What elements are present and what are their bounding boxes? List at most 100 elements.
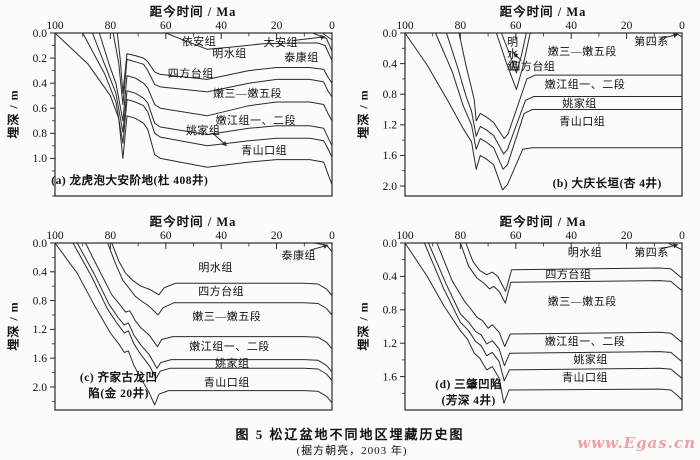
y-tick-label: 0.0 (383, 28, 398, 40)
pointer-arrowhead (673, 243, 678, 249)
x-tick-label: 100 (396, 230, 414, 242)
panel-c: 距今时间 / Ma 埋深 / m 100 80 60 40 20 0 0.0 0.4 0.8 1.… (0, 210, 350, 420)
x-axis-title: 距今时间 / Ma (499, 215, 587, 229)
curve-base-yaojia (435, 32, 682, 170)
x-tick-label: 20 (271, 230, 283, 242)
x-axis-title: 距今时间 / Ma (149, 5, 237, 19)
plot-area-d: 100 80 60 40 20 0 0.0 0.4 0.8 1.2 1.6 (383, 230, 685, 411)
y-tick-label: 2.0 (33, 382, 48, 394)
y-tick-label: 1.2 (383, 338, 398, 350)
x-tick-label: 60 (160, 230, 172, 242)
panel-d: 距今时间 / Ma 埋深 / m 100 80 60 40 20 0 0.0 0.4 0.8 1.… (350, 210, 700, 420)
y-tick-label: 0.8 (383, 305, 398, 317)
curve-base-nen-3-5 (85, 242, 333, 350)
x-tick-label: 60 (510, 230, 522, 242)
figure-source: (据方朝亮，2003 年) (296, 445, 408, 457)
curve-base-sifangtai (107, 242, 333, 316)
x-tick-label: 100 (46, 20, 64, 32)
x-tick-label: 20 (271, 20, 283, 32)
curve-base-qingshankou (54, 242, 333, 406)
curve-base-qingshankou (404, 242, 683, 404)
x-tick-label: 0 (679, 20, 685, 32)
y-tick-label: 0.4 (383, 271, 398, 283)
y-tick-label: 0.4 (33, 267, 48, 279)
curve-base-nen-3-5 (98, 32, 333, 122)
pointer-arrowhead (513, 52, 519, 58)
y-tick-label: 0.6 (33, 103, 48, 115)
x-tick-label: 40 (565, 230, 577, 242)
curve-base-nenjiang-1-2 (428, 242, 683, 367)
y-tick-label: 0.0 (383, 238, 398, 250)
x-axis-title: 距今时间 / Ma (499, 5, 587, 19)
plot-area-a: 100 80 60 40 20 0 0.0 0.2 0.4 0.6 0.8 1.0 (33, 20, 335, 197)
curve-corner-taikang (313, 242, 333, 252)
curve-corner-quaternary (674, 32, 683, 38)
plot-box (54, 32, 333, 197)
plot-area-b: 100 80 60 40 20 0 0.0 0.4 0.8 1.2 1.6 2.0 (383, 20, 685, 197)
curve-wedge-sifangtai (495, 32, 531, 91)
plot-area-c: 100 80 60 40 20 0 0.0 0.4 0.8 1.2 1.6 2.0 (33, 230, 335, 411)
curve-base-qingshankou (54, 32, 333, 185)
x-tick-label: 100 (396, 20, 414, 32)
curve-base-nen-3-5 (458, 32, 682, 140)
panel-b: 距今时间 / Ma 埋深 / m 100 80 60 40 20 0 0.0 0.4 0.8 1.… (350, 0, 700, 210)
y-tick-label: 0.8 (33, 295, 48, 307)
plot-box (54, 242, 333, 411)
x-tick-label: 80 (455, 20, 467, 32)
pointer-arrowhead (320, 34, 326, 40)
y-tick-label: 0.0 (33, 28, 48, 40)
x-axis-title: 距今时间 / Ma (149, 215, 237, 229)
curve-base-mingshui (116, 32, 333, 94)
x-tick-label: 60 (510, 20, 522, 32)
x-tick-label: 80 (455, 230, 467, 242)
y-tick-label: 1.6 (383, 371, 398, 383)
curve-base-nenjiang-1-2 (76, 242, 333, 373)
x-tick-label: 40 (215, 230, 227, 242)
x-tick-label: 0 (679, 230, 685, 242)
y-tick-label: 1.2 (383, 120, 398, 132)
curve-base-nenjiang-1-2 (91, 32, 333, 147)
curve-base-mingshui (465, 242, 683, 292)
pointer-arrowhead (221, 141, 227, 146)
x-tick-label: 0 (329, 230, 335, 242)
curve-base-yaojia (82, 32, 333, 158)
curve-base-yian (165, 32, 333, 61)
y-tick-label: 1.6 (383, 150, 398, 162)
curve-base-nen-3-5 (436, 242, 683, 347)
curve-base-nenjiang-1-2 (446, 32, 682, 155)
x-tick-label: 60 (160, 20, 172, 32)
y-tick-label: 0.2 (33, 53, 48, 65)
x-tick-label: 20 (621, 20, 633, 32)
y-tick-label: 1.2 (33, 324, 48, 336)
x-tick-label: 0 (329, 20, 335, 32)
x-tick-label: 80 (105, 20, 117, 32)
curve-base-yaojia (423, 242, 683, 382)
x-tick-label: 20 (621, 230, 633, 242)
pointer-arrowhead (323, 243, 328, 249)
watermark: www.Egas.cn (577, 434, 696, 452)
y-tick-label: 1.0 (33, 153, 48, 165)
x-tick-label: 40 (565, 20, 577, 32)
curve-corner-taikang-1 (312, 32, 333, 52)
pointer-line (293, 36, 326, 42)
y-tick-label: 0.0 (33, 238, 48, 250)
curve-corner-taikang-2 (322, 32, 333, 41)
y-tick-label: 2.0 (383, 181, 398, 193)
curve-base-yaojia (72, 242, 333, 381)
y-tick-label: 0.4 (33, 78, 48, 90)
y-tick-label: 0.8 (33, 128, 48, 140)
pointer-arrowhead (673, 32, 678, 39)
x-tick-label: 40 (215, 20, 227, 32)
curve-base-qingshankou (404, 32, 682, 191)
x-tick-label: 80 (105, 230, 117, 242)
curve-wedge-mingshui (500, 32, 527, 74)
panel-a: 距今时间 / Ma 埋深 / m 100 80 60 40 20 0 0.0 0.2 0.4 0.… (0, 0, 350, 210)
y-tick-label: 1.6 (33, 353, 48, 365)
y-tick-label: 0.8 (383, 89, 398, 101)
y-tick-label: 0.4 (383, 58, 398, 70)
curve-base-sifangtai (112, 32, 333, 105)
curve-base-sifangtai (459, 242, 683, 304)
x-tick-label: 100 (46, 230, 64, 242)
figure-caption: 图 5 松辽盆地不同地区埋藏历史图 (235, 427, 465, 442)
